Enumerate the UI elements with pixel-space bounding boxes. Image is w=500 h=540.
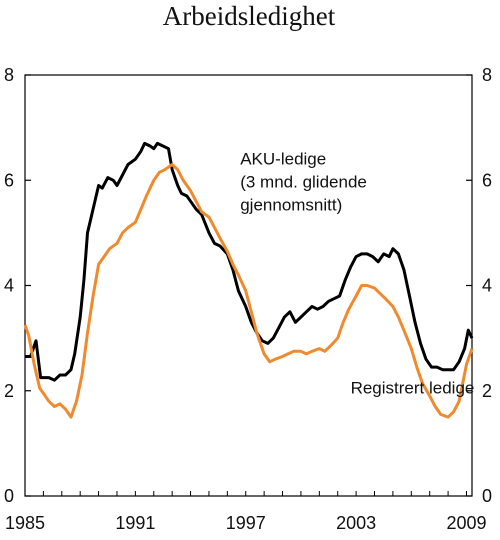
y-tick-label-left: 0 xyxy=(4,486,14,506)
chart-title: Arbeidsledighet xyxy=(163,1,336,31)
registrert-ledige-line xyxy=(23,163,474,419)
x-tick-label: 2003 xyxy=(336,513,376,533)
x-tick-label: 1997 xyxy=(226,513,266,533)
y-tick-label-left: 8 xyxy=(4,65,14,85)
y-tick-label-right: 6 xyxy=(482,170,492,190)
x-tick-label: 2009 xyxy=(446,513,486,533)
y-tick-label-right: 2 xyxy=(482,381,492,401)
annotation-line: AKU-ledige xyxy=(240,149,326,168)
annotations: AKU-ledige (3 mnd. glidende gjennomsnitt) R… xyxy=(240,149,474,397)
aku-ledige-line xyxy=(25,141,474,382)
y-tick-label-right: 0 xyxy=(482,486,492,506)
y-tick-label-left: 4 xyxy=(4,276,14,296)
plot-frame xyxy=(24,74,473,497)
x-tick-label: 1991 xyxy=(115,513,155,533)
annotation-line: gjennomsnitt) xyxy=(240,195,342,214)
annotation-line: Registrert ledige xyxy=(351,378,475,397)
y-tick-label-left: 6 xyxy=(4,170,14,190)
annotation-line: (3 mnd. glidende xyxy=(240,172,367,191)
series-lines xyxy=(23,141,474,419)
y-tick-label-left: 2 xyxy=(4,381,14,401)
annotation-registrert-ledige: Registrert ledige xyxy=(351,378,475,397)
y-tick-label-right: 8 xyxy=(482,65,492,85)
y-tick-label-right: 4 xyxy=(482,276,492,296)
axes: 0 0 2 2 4 4 6 6 8 8 1985 1991 1997 2003 2009 xyxy=(4,65,492,533)
annotation-aku-ledige: AKU-ledige (3 mnd. glidende gjennomsnitt) xyxy=(240,149,367,214)
x-tick-label: 1985 xyxy=(5,513,45,533)
